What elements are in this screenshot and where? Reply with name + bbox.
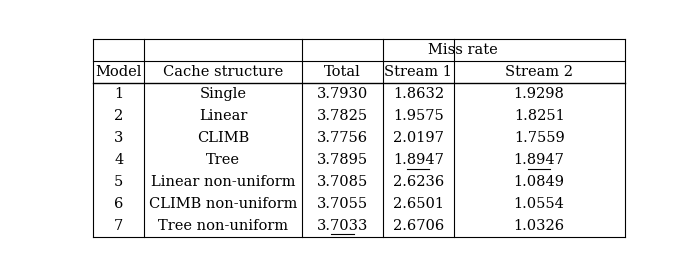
Text: Linear: Linear	[199, 109, 247, 123]
Text: 1.8947: 1.8947	[514, 153, 565, 167]
Text: 3.7825: 3.7825	[317, 109, 368, 123]
Text: 1: 1	[114, 87, 123, 101]
Text: 1.9298: 1.9298	[514, 87, 565, 101]
Text: 2.0197: 2.0197	[393, 131, 444, 145]
Text: Single: Single	[199, 87, 246, 101]
Text: 5: 5	[114, 175, 123, 189]
Text: Linear non-uniform: Linear non-uniform	[151, 175, 295, 189]
Text: 3: 3	[114, 131, 123, 145]
Text: 1.9575: 1.9575	[393, 109, 444, 123]
Text: 2.6706: 2.6706	[393, 219, 444, 233]
Text: 3.7756: 3.7756	[317, 131, 368, 145]
Text: Stream 1: Stream 1	[384, 65, 452, 79]
Text: 3.7033: 3.7033	[317, 219, 368, 233]
Text: 1.7559: 1.7559	[514, 131, 564, 145]
Text: Stream 2: Stream 2	[505, 65, 573, 79]
Text: 1.8947: 1.8947	[393, 153, 444, 167]
Text: 7: 7	[114, 219, 123, 233]
Text: 1.8251: 1.8251	[514, 109, 564, 123]
Text: 1.0326: 1.0326	[514, 219, 565, 233]
Text: 2.6236: 2.6236	[393, 175, 444, 189]
Text: 1.8632: 1.8632	[393, 87, 444, 101]
Text: 2.6501: 2.6501	[393, 197, 444, 211]
Text: 3.7085: 3.7085	[317, 175, 368, 189]
Text: 2: 2	[114, 109, 123, 123]
Text: Miss rate: Miss rate	[428, 43, 498, 57]
Text: 1.0849: 1.0849	[514, 175, 565, 189]
Text: CLIMB: CLIMB	[197, 131, 249, 145]
Text: 3.7055: 3.7055	[317, 197, 368, 211]
Text: Total: Total	[324, 65, 361, 79]
Text: CLIMB non-uniform: CLIMB non-uniform	[149, 197, 298, 211]
Text: Model: Model	[95, 65, 142, 79]
Text: 6: 6	[114, 197, 123, 211]
Text: 3.7895: 3.7895	[317, 153, 368, 167]
Text: 3.7930: 3.7930	[317, 87, 368, 101]
Text: 4: 4	[114, 153, 123, 167]
Text: Cache structure: Cache structure	[163, 65, 284, 79]
Text: Tree: Tree	[206, 153, 240, 167]
Text: 1.0554: 1.0554	[514, 197, 565, 211]
Text: Tree non-uniform: Tree non-uniform	[158, 219, 288, 233]
